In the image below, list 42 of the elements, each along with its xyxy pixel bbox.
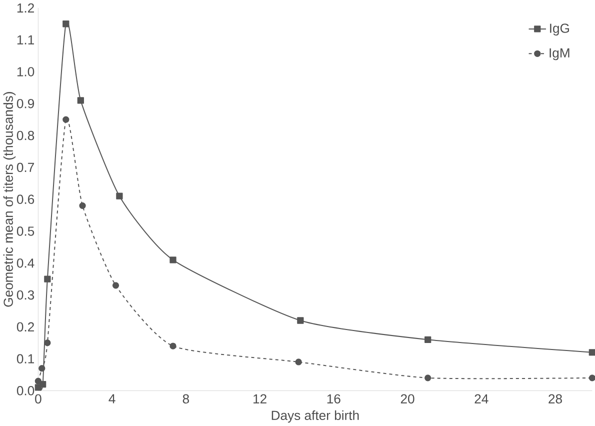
y-tick-label: 0.2 [16,322,34,332]
x-tick-label: 4 [108,394,116,404]
point [38,365,46,372]
y-tick-label: 0.6 [16,194,34,204]
point [170,342,176,350]
x-tick-label: 24 [474,394,488,404]
y-tick-label: 0.7 [16,162,34,172]
x-tick-label: 12 [254,394,266,404]
y-tick-label: 0.8 [16,130,34,140]
point [112,282,120,289]
point [62,116,70,123]
point [62,20,70,28]
point [424,374,432,382]
point [44,276,51,282]
y-tick-label: 0.5 [16,226,34,236]
y-tick-label: 1.0 [17,67,34,76]
point [295,358,302,366]
point [77,97,84,104]
legend-label: IgG [550,24,569,36]
point [170,256,176,264]
y-tick-label: 0.0 [16,386,34,396]
point [79,202,86,210]
legend-label: IgM [550,48,570,60]
y-tick-label: 0.9 [16,98,34,108]
y-tick-label: 0.3 [16,290,34,300]
y-axis-title: Geometric mean of titers (thousands) [3,92,16,307]
point [116,192,123,200]
y-tick-label: 1.2 [17,3,34,12]
x-axis-title: Days after birth [272,410,359,423]
point [44,340,51,346]
point [297,317,304,324]
point [588,349,595,356]
y-tick-label: 0.4 [16,258,34,268]
point [34,378,42,384]
y-tick-label: 1.1 [17,35,34,44]
x-tick-label: 16 [327,394,340,404]
point [424,336,432,343]
x-tick-label: 28 [548,394,562,404]
x-tick-label: 20 [400,394,414,404]
y-tick-label: 0.1 [16,354,34,364]
x-tick-label: 8 [182,394,189,404]
x-tick-label: 0 [35,394,42,404]
